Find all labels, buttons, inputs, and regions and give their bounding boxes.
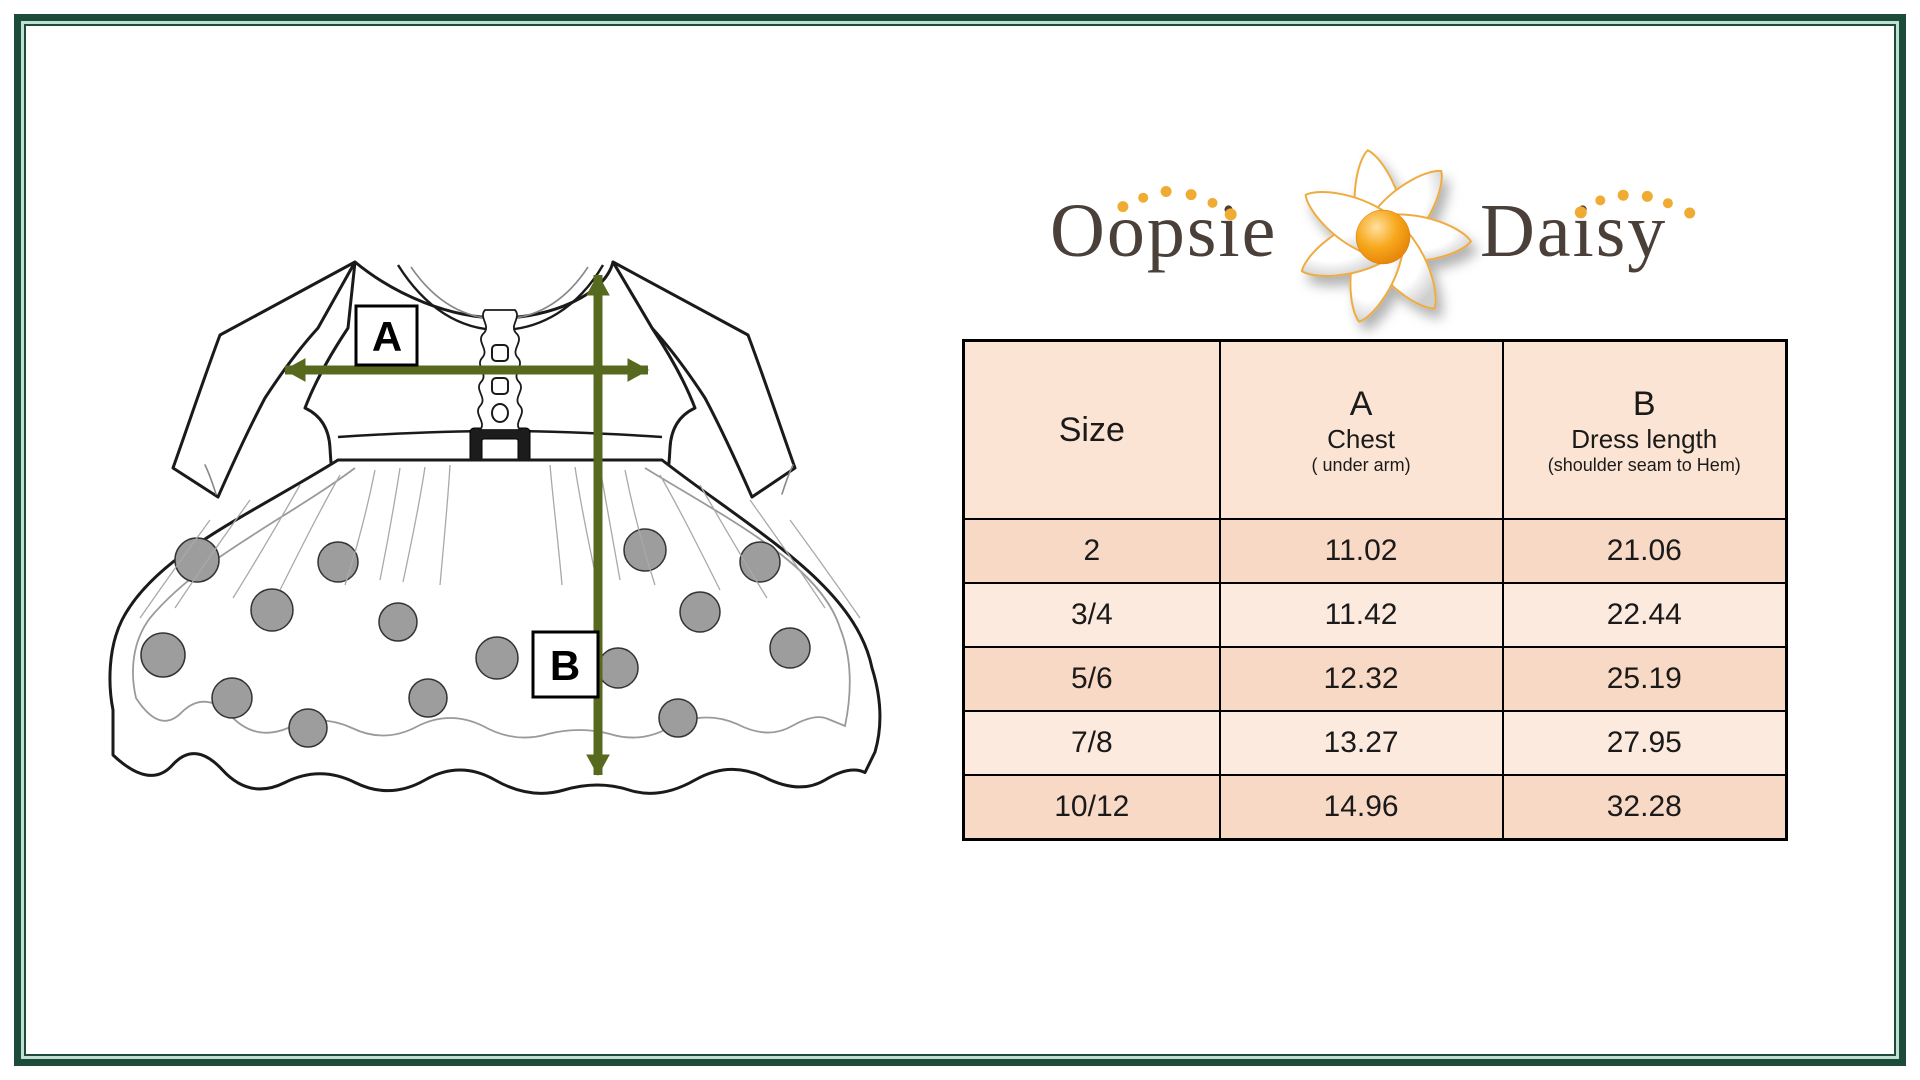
- svg-text:A: A: [372, 313, 402, 360]
- svg-text:B: B: [550, 642, 580, 689]
